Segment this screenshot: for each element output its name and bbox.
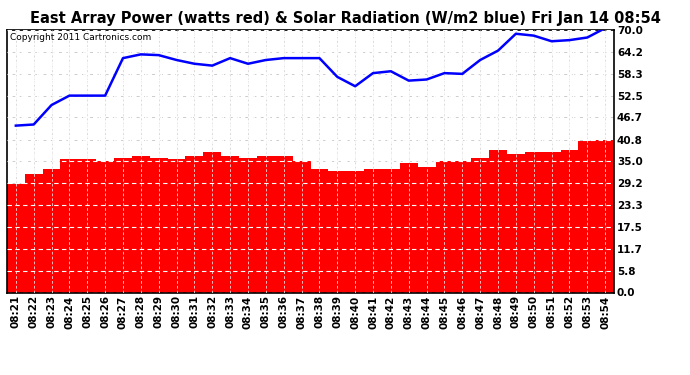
Bar: [453, 161, 471, 292]
Bar: [150, 158, 168, 292]
Bar: [489, 150, 507, 292]
Bar: [96, 161, 114, 292]
Bar: [364, 169, 382, 292]
Bar: [43, 169, 61, 292]
Bar: [596, 140, 614, 292]
Bar: [132, 156, 150, 292]
Bar: [61, 159, 79, 292]
Bar: [400, 163, 417, 292]
Bar: [471, 158, 489, 292]
Bar: [417, 167, 435, 292]
Bar: [186, 156, 204, 292]
Bar: [79, 159, 96, 292]
Bar: [221, 156, 239, 292]
Bar: [542, 152, 560, 292]
Bar: [525, 152, 542, 292]
Bar: [25, 174, 43, 292]
Bar: [239, 158, 257, 292]
Bar: [204, 152, 221, 292]
Bar: [310, 169, 328, 292]
Bar: [328, 171, 346, 292]
Bar: [435, 161, 453, 292]
Bar: [257, 156, 275, 292]
Bar: [578, 141, 596, 292]
Bar: [382, 169, 400, 292]
Bar: [114, 158, 132, 292]
Bar: [7, 184, 25, 292]
Text: Copyright 2011 Cartronics.com: Copyright 2011 Cartronics.com: [10, 33, 151, 42]
Bar: [168, 159, 186, 292]
Bar: [293, 161, 310, 292]
Bar: [346, 171, 364, 292]
Text: East Array Power (watts red) & Solar Radiation (W/m2 blue) Fri Jan 14 08:54: East Array Power (watts red) & Solar Rad…: [30, 11, 660, 26]
Bar: [275, 156, 293, 292]
Bar: [560, 150, 578, 292]
Bar: [507, 154, 525, 292]
